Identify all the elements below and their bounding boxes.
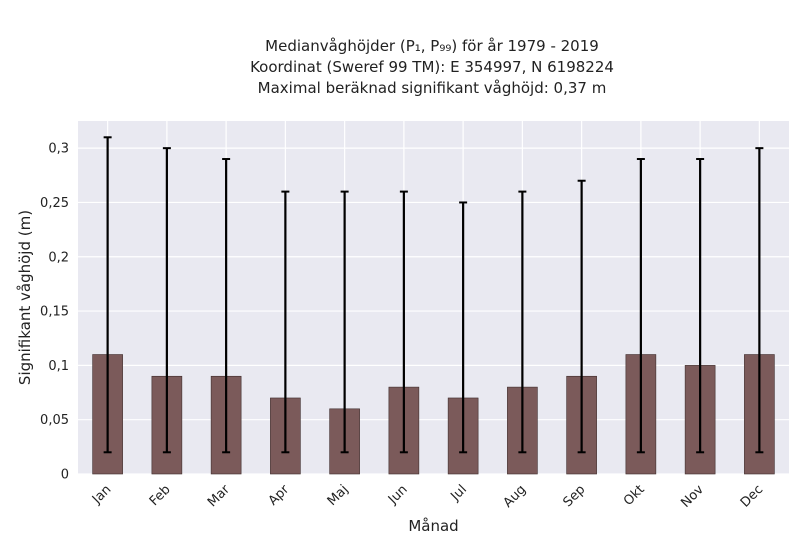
- y-axis: 0 0,05 0,1 0,15 0,2 0,25 0,3: [40, 142, 69, 483]
- x-tick-label: Nov: [678, 482, 707, 511]
- y-axis-label: Signifikant våghöjd (m): [16, 210, 34, 385]
- chart-title: Medianvåghöjder (P₁, P₉₉) för år 1979 - …: [250, 37, 614, 97]
- chart-title-line: Medianvåghöjder (P₁, P₉₉) för år 1979 - …: [265, 37, 599, 55]
- x-axis: Jan Feb Mar Apr Maj Jun Jul Aug Sep Okt Nov Dec: [89, 482, 766, 511]
- x-tick-label: Jun: [385, 482, 411, 508]
- error-bar-jan: [103, 136, 112, 454]
- error-bar-okt: [636, 158, 645, 454]
- chart-title-line: Maximal beräknad signifikant våghöjd: 0,…: [258, 79, 607, 97]
- x-tick-label: Jul: [448, 482, 470, 504]
- x-axis-label: Månad: [408, 517, 458, 535]
- error-bar-sep: [577, 179, 586, 454]
- y-tick-label: 0: [61, 468, 69, 483]
- x-tick-label: Jan: [89, 482, 114, 507]
- error-bar-aug: [518, 190, 527, 454]
- y-tick-label: 0,05: [40, 413, 69, 428]
- plot-area: [78, 121, 789, 474]
- error-bar-maj: [340, 190, 349, 454]
- x-tick-label: Mar: [205, 482, 233, 510]
- error-bar-feb: [162, 147, 171, 454]
- error-bar-jun: [399, 190, 408, 454]
- x-tick-label: Feb: [147, 482, 174, 509]
- x-tick-label: Apr: [266, 482, 293, 509]
- y-tick-label: 0,15: [40, 305, 69, 320]
- y-tick-label: 0,3: [48, 142, 69, 157]
- error-bar-jul: [459, 201, 468, 454]
- error-bar-mar: [222, 158, 231, 454]
- x-tick-label: Sep: [561, 482, 589, 510]
- x-tick-label: Maj: [325, 482, 352, 509]
- x-tick-label: Okt: [621, 482, 648, 509]
- x-tick-label: Aug: [501, 482, 530, 511]
- error-bar-apr: [281, 190, 290, 454]
- error-bar-nov: [696, 158, 705, 454]
- y-tick-label: 0,2: [48, 250, 69, 265]
- error-bar-dec: [755, 147, 764, 454]
- y-tick-label: 0,25: [40, 196, 69, 211]
- y-tick-label: 0,1: [48, 359, 69, 374]
- chart-title-line: Koordinat (Sweref 99 TM): E 354997, N 61…: [250, 58, 614, 76]
- error-bars: [103, 136, 764, 454]
- x-tick-label: Dec: [738, 482, 766, 510]
